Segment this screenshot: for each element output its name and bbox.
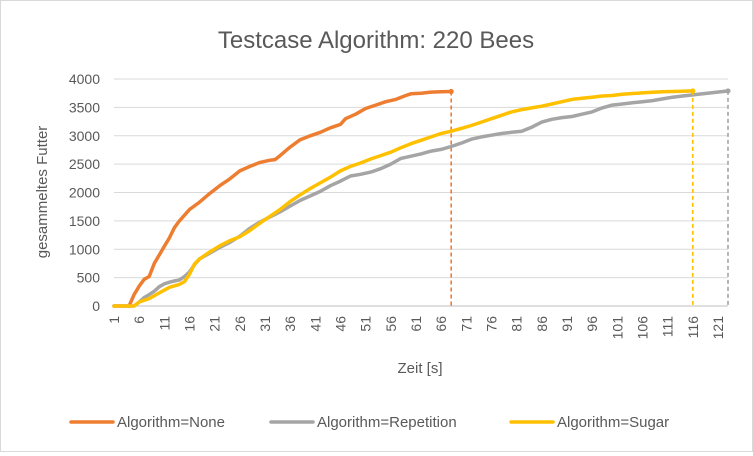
legend-label: Algorithm=None	[117, 414, 225, 431]
series-layer	[112, 88, 731, 308]
x-tick-label: 76	[483, 316, 499, 332]
x-axis-title: Zeit [s]	[397, 360, 442, 377]
x-tick-label: 111	[660, 316, 676, 337]
y-tick-label: 500	[77, 270, 101, 286]
y-tick-label: 1000	[69, 241, 100, 257]
series-end-dot	[448, 88, 454, 95]
x-tick-label: 6	[131, 316, 147, 324]
x-tick-label: 61	[408, 316, 424, 332]
y-tick-labels: 0 500 1000 1500 2000 2500 3000 3500 4000	[69, 71, 100, 314]
x-tick-label: 51	[358, 316, 374, 332]
legend-item: Algorithm=None	[69, 414, 225, 431]
x-tick-label: 96	[584, 316, 600, 332]
x-tick-label: 71	[458, 316, 474, 332]
y-axis-title: gesammeltes Futter	[34, 126, 51, 259]
x-tick-label: 86	[534, 316, 550, 332]
x-tick-label: 21	[207, 316, 223, 332]
series-end-dot	[725, 88, 731, 94]
legend: Algorithm=None Algorithm=Repetition Algori…	[69, 414, 669, 431]
series-end-dot	[690, 88, 696, 94]
x-tick-label: 16	[181, 316, 197, 332]
legend-label: Algorithm=Repetition	[317, 414, 457, 431]
legend-label: Algorithm=Sugar	[557, 414, 669, 431]
x-tick-label: 66	[433, 316, 449, 332]
x-tick-label: 91	[559, 316, 575, 332]
series-line	[112, 89, 730, 308]
x-tick-label: 81	[509, 316, 525, 332]
x-tick-label: 106	[634, 316, 650, 340]
y-tick-label: 3000	[69, 128, 100, 144]
y-tick-label: 3500	[69, 99, 100, 115]
y-tick-label: 2000	[69, 185, 100, 201]
x-tick-label: 36	[282, 316, 298, 332]
x-tick-label: 121	[710, 316, 726, 340]
legend-item: Algorithm=Sugar	[509, 414, 669, 431]
x-tick-label: 46	[332, 316, 348, 332]
y-tick-label: 0	[92, 298, 100, 314]
x-tick-label: 1	[106, 316, 122, 324]
x-tick-label: 41	[307, 316, 323, 332]
x-tick-label: 11	[156, 316, 172, 331]
legend-item: Algorithm=Repetition	[269, 414, 457, 431]
x-tick-label: 116	[685, 316, 701, 339]
x-tick-labels: 1 6 11 16 21 26 31 36 41 46 51 56 61 66 71 76 81 86 91 96 10…	[106, 316, 726, 340]
y-tick-label: 2500	[69, 156, 100, 172]
x-tick-label: 26	[232, 316, 248, 332]
y-tick-label: 1500	[69, 213, 100, 229]
x-tick-label: 56	[383, 316, 399, 332]
series-line	[112, 89, 695, 308]
y-tick-label: 4000	[69, 71, 100, 87]
x-tick-label: 101	[609, 316, 625, 340]
x-tick-label: 31	[257, 316, 273, 332]
series-line	[112, 89, 453, 308]
gridlines	[114, 78, 728, 307]
chart-title: Testcase Algorithm: 220 Bees	[218, 27, 534, 54]
